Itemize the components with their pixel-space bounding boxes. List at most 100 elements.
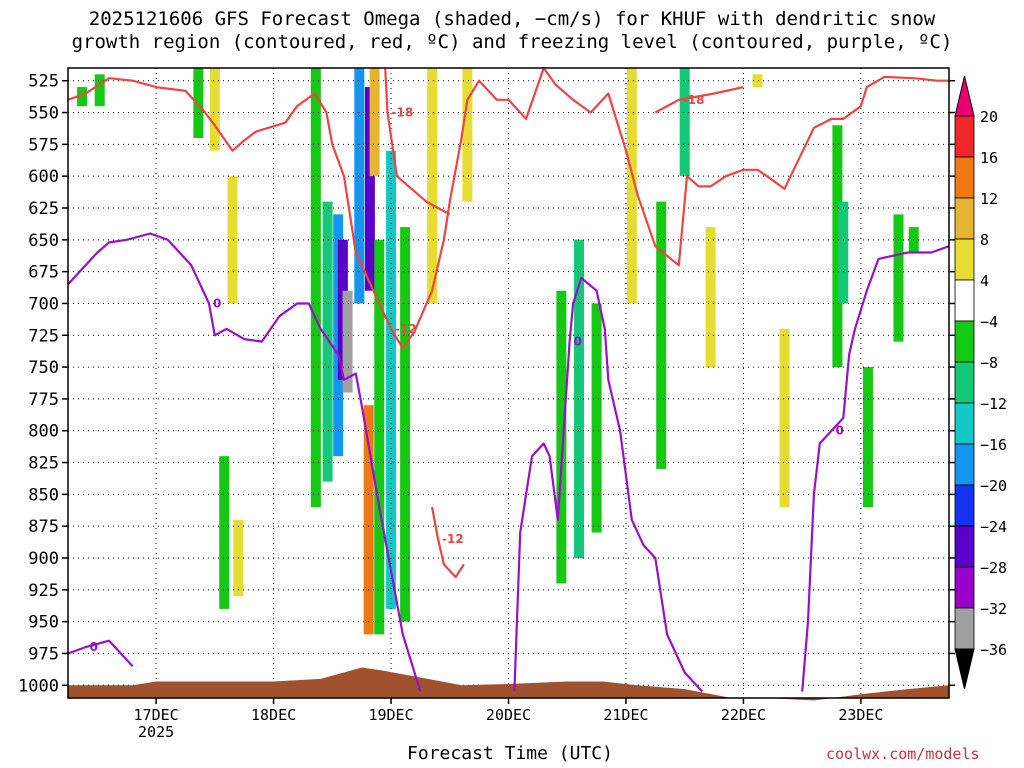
colorbar-swatch-5 [954,279,975,322]
x-tick-label-20DEC: 20DEC [486,706,531,724]
omega-cell-11 [342,290,353,393]
omega-cell-23 [591,303,602,533]
y-tick-label-700: 700 [28,294,59,314]
omega-cell-1 [94,74,105,107]
colorbar-label-6: −8 [980,354,998,372]
omega-cell-28 [752,74,763,88]
colorbar-label-0: 20 [980,108,998,126]
dgz-contour-3 [654,86,744,114]
colorbar: 20 16 12 8 4 −4 −8 −12 −16 −20 −24 −28 −32 −36 [954,75,1007,690]
omega-shading [77,68,919,635]
colorbar-swatch-13 [954,607,975,650]
omega-cell-32 [862,367,873,508]
omega-cell-25 [656,201,667,469]
freezing-contour-0-label: 0 [213,296,221,310]
x-tick-label-19DEC: 19DEC [368,706,413,724]
omega-cell-20 [462,68,473,202]
terrain-area [68,667,949,701]
omega-cell-18 [400,227,411,622]
colorbar-label-2: 12 [980,190,998,208]
dgz-contour-1 [431,506,465,579]
colorbar-top-arrow [954,75,975,117]
omega-cell-0 [77,87,88,107]
colorbar-label-8: −16 [980,436,1007,454]
omega-cell-27 [705,227,716,368]
colorbar-swatch-9 [954,443,975,486]
y-tick-label-675: 675 [28,263,59,283]
y-tick-label-550: 550 [28,104,59,124]
colorbar-swatch-2 [954,156,975,199]
colorbar-swatch-7 [954,361,975,404]
freezing-contour-2-label: 0 [836,424,844,438]
colorbar-swatch-3 [954,197,975,240]
chart-title-line2: growth region (contoured, red, ºC) and f… [71,31,953,53]
dgz-contour-2-label: -18 [392,106,414,120]
colorbar-swatch-12 [954,566,975,609]
freezing-contour-1 [513,276,704,693]
x-axis-title: Forecast Time (UTC) [407,743,613,764]
omega-cell-33 [893,214,904,342]
credit-link[interactable]: coolwx.com/models [826,745,980,763]
y-tick-label-575: 575 [28,135,59,155]
omega-cell-15 [363,405,374,635]
x-tick-label-18DEC: 18DEC [251,706,296,724]
x-tick-label-23DEC: 23DEC [838,706,883,724]
freezing-contour-3-label: 0 [90,640,98,654]
colorbar-label-7: −12 [980,395,1007,413]
omega-cell-29 [779,328,790,508]
dgz-contour-0-label: -12 [395,322,417,336]
colorbar-label-1: 16 [980,149,998,167]
colorbar-label-5: −4 [980,313,998,331]
y-tick-label-950: 950 [28,613,59,633]
dgz-contour-3-label: -18 [683,93,705,107]
dgz-contour-2 [384,67,451,216]
omega-cell-13 [364,87,375,291]
omega-cell-21 [556,290,567,584]
y-tick-label-625: 625 [28,199,59,219]
omega-cell-17 [386,150,397,609]
y-tick-label-975: 975 [28,644,59,664]
x-tick-sublabel-17DEC: 2025 [138,723,174,741]
y-tick-label-650: 650 [28,231,59,251]
y-tick-label-1000: 1000 [18,676,59,696]
x-tick-label-17DEC: 17DEC [134,706,179,724]
omega-cell-24 [626,68,637,304]
colorbar-swatch-4 [954,238,975,281]
x-tick-label-22DEC: 22DEC [721,706,766,724]
colorbar-swatch-1 [954,115,975,158]
colorbar-label-13: −36 [980,641,1007,659]
x-tick-label-21DEC: 21DEC [603,706,648,724]
y-tick-label-875: 875 [28,517,59,537]
grid-lines [68,68,949,698]
y-tick-label-925: 925 [28,581,59,601]
y-tick-label-825: 825 [28,454,59,474]
omega-cell-26 [679,68,690,177]
chart-title-line1: 2025121606 GFS Forecast Omega (shaded, −… [88,8,936,30]
omega-cell-30 [832,125,843,368]
dgz-contour-0 [67,66,949,350]
omega-cell-31 [838,201,849,304]
omega-cell-14 [369,68,380,177]
omega-cell-8 [322,201,333,482]
y-tick-label-900: 900 [28,549,59,569]
omega-cell-16 [374,239,385,635]
dgz-contour-1-label: -12 [442,532,464,546]
omega-cell-12 [354,68,365,304]
colorbar-swatch-10 [954,484,975,527]
colorbar-swatch-6 [954,320,975,363]
y-tick-label-850: 850 [28,485,59,505]
y-tick-label-750: 750 [28,358,59,378]
y-tick-label-775: 775 [28,390,59,410]
colorbar-label-11: −28 [980,559,1007,577]
colorbar-label-12: −32 [980,600,1007,618]
freezing-contour-2 [801,245,950,692]
omega-cell-3 [209,68,220,151]
freezing-contour-1-label: 0 [574,335,582,349]
colorbar-label-4: 4 [980,272,989,290]
freezing-contour-0 [67,232,422,692]
colorbar-label-9: −20 [980,477,1007,495]
omega-cell-5 [219,456,230,609]
y-axis: 525 550 575 600 625 650 675 700 725 750 775 800 825 8… [18,72,955,696]
